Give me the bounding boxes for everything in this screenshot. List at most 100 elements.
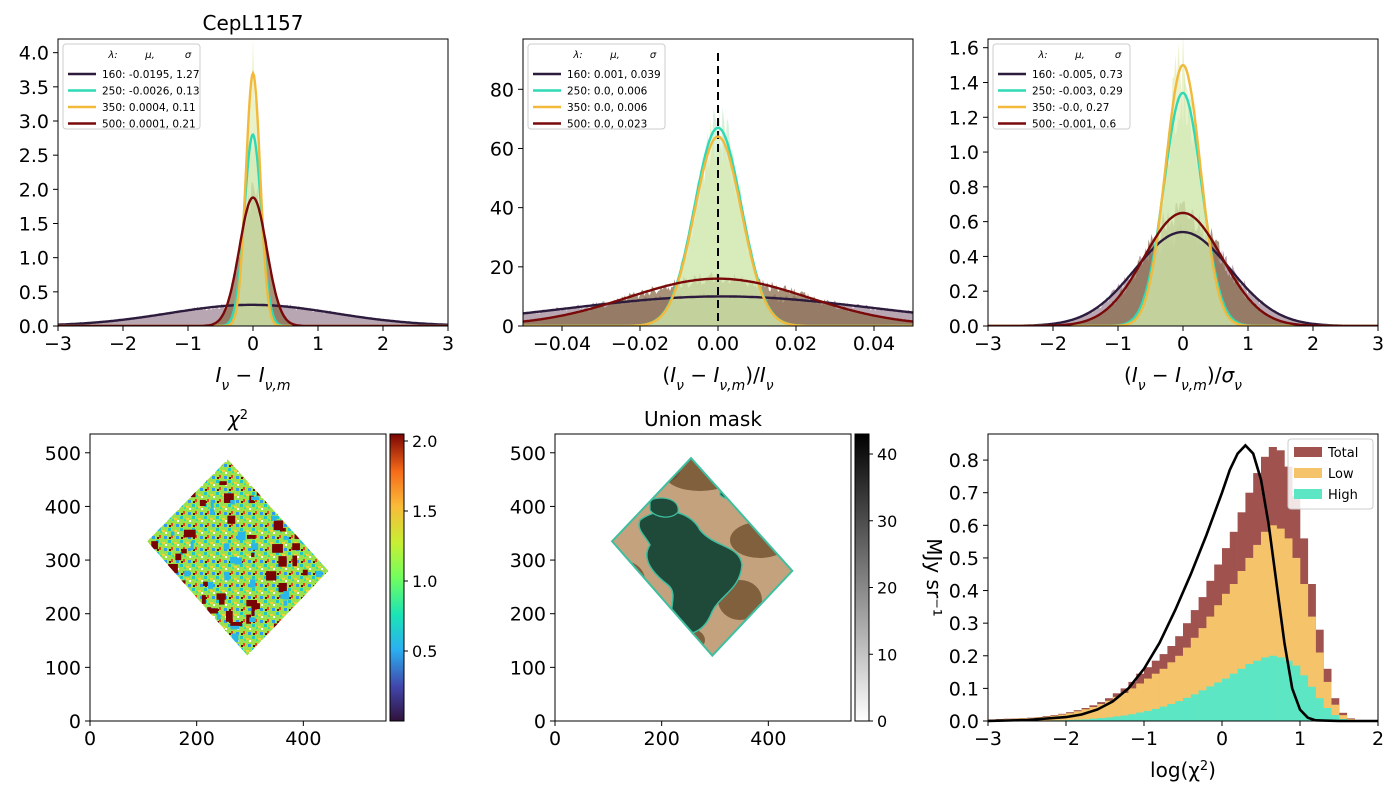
- bar-high: [1323, 708, 1332, 721]
- chi2-patch: [220, 685, 228, 695]
- legend-entry: Low: [1328, 467, 1354, 482]
- x-tick-label: −2: [109, 333, 137, 355]
- legend-entry: 160: -0.005, 0.73: [1032, 69, 1123, 81]
- label-part: I: [760, 363, 766, 387]
- chi2-patch: [237, 531, 246, 541]
- chi2-patch: [299, 661, 309, 671]
- chi2-patch: [241, 679, 245, 684]
- bar-low: [1183, 647, 1192, 721]
- bar-low: [1105, 700, 1114, 721]
- x-tick-label: 200: [179, 728, 215, 750]
- label-part: 2: [240, 408, 248, 423]
- colorbar-label: MJy sr⁻¹: [922, 538, 946, 617]
- chi2-patch: [280, 593, 290, 599]
- chi2-patch: [230, 625, 240, 630]
- colorbar-tick-label: 20: [877, 579, 897, 598]
- fit-curve-250: [523, 126, 913, 326]
- chi2-patch: [290, 469, 300, 478]
- bar-high: [1151, 708, 1160, 721]
- fit-curve-160: [58, 303, 448, 326]
- legend-entry: 250: -0.0026, 0.13: [102, 86, 200, 98]
- x-tick-label: −3: [974, 333, 1002, 355]
- chi2-patch: [263, 654, 270, 656]
- bar-low: [1315, 652, 1324, 721]
- chi2-patch: [343, 520, 349, 529]
- y-tick-label: 1.0: [949, 142, 979, 164]
- chi2-patch: [251, 496, 260, 501]
- chi2-patch: [171, 662, 179, 667]
- legend-entry: 500: -0.001, 0.6: [1032, 119, 1116, 131]
- label-part: I: [1175, 363, 1181, 387]
- fit-curve-350: [58, 70, 448, 326]
- x-tick-label: −3: [44, 333, 72, 355]
- bar-high: [1167, 704, 1176, 721]
- fit-curve-250: [988, 91, 1378, 326]
- chi2-patch: [275, 693, 281, 704]
- bar-low: [1128, 688, 1137, 721]
- chi2-patch: [225, 610, 233, 622]
- chi2-patch: [166, 488, 171, 495]
- y-tick-label: 0.0: [949, 711, 979, 733]
- chi2-patch: [294, 534, 302, 539]
- chi2-patch: [230, 621, 243, 627]
- histogram-350: [988, 39, 1378, 326]
- legend-entry: High: [1328, 488, 1358, 503]
- y-tick-label: 500: [510, 443, 546, 465]
- x-axis-label: (Iν − Iν,m)/σν: [1124, 363, 1242, 394]
- x-tick-label: −1: [174, 333, 202, 355]
- chi2-patch: [289, 655, 299, 656]
- y-tick-label: 0.4: [949, 246, 979, 268]
- colorbar-tick-label: 40: [877, 445, 897, 464]
- chi2-patch: [287, 509, 294, 517]
- chi2-patch: [147, 559, 148, 566]
- y-tick-label: 0.5: [949, 548, 979, 570]
- chi2-patch: [284, 647, 290, 656]
- chi2-patch: [283, 619, 290, 625]
- y-tick-label: 500: [45, 443, 81, 465]
- bar-low: [1206, 616, 1215, 721]
- chi2-patch: [149, 709, 152, 718]
- y-tick-label: 0.7: [949, 483, 979, 505]
- plot-area: [523, 53, 913, 326]
- x-tick-label: 2: [1307, 333, 1319, 355]
- bar-low: [1331, 704, 1340, 721]
- chi2-patch: [292, 684, 300, 689]
- y-tick-label: 80: [490, 79, 514, 101]
- chi2-patch: [153, 688, 163, 695]
- chi2-patch: [175, 553, 182, 561]
- chi2-patch: [161, 488, 173, 496]
- bar-high: [1198, 690, 1207, 721]
- chi2-patch: [290, 705, 296, 714]
- chi2-patch: [178, 580, 186, 584]
- legend-header: μ,: [609, 50, 620, 61]
- label-part: 2: [1200, 759, 1208, 774]
- x-axis-label: Iν − Iν,m: [215, 363, 290, 394]
- chi2-patch: [207, 607, 212, 616]
- bar-low: [1292, 557, 1301, 721]
- x-tick-label: 3: [442, 333, 454, 355]
- chi2-patch: [323, 619, 329, 625]
- x-tick-label: 1: [1242, 333, 1254, 355]
- bar-high: [1128, 714, 1137, 721]
- chi2-patch: [256, 486, 264, 496]
- label-part: log(χ: [1150, 758, 1200, 782]
- chi2-patch: [259, 679, 264, 689]
- chi2-patch: [201, 667, 209, 672]
- legend-entry: 350: 0.0, 0.006: [567, 102, 648, 114]
- chi2-patch: [291, 481, 297, 486]
- chi2-patch: [246, 600, 257, 607]
- label-part: I: [259, 363, 265, 387]
- chi2-patch: [302, 569, 308, 576]
- chi2-patch: [210, 499, 214, 509]
- legend-header: λ:: [1037, 50, 1047, 61]
- chi2-patch: [291, 506, 300, 510]
- bar-high: [1214, 682, 1223, 721]
- bar-high: [1112, 716, 1121, 721]
- chi2-patch: [251, 543, 259, 550]
- y-tick-label: 0.6: [949, 515, 979, 537]
- legend-entry: 160: 0.001, 0.039: [567, 69, 661, 81]
- chi2-patch: [223, 543, 230, 550]
- chi2-patch: [208, 692, 216, 698]
- chi2-patch: [284, 628, 288, 637]
- chi2-patch: [219, 596, 225, 605]
